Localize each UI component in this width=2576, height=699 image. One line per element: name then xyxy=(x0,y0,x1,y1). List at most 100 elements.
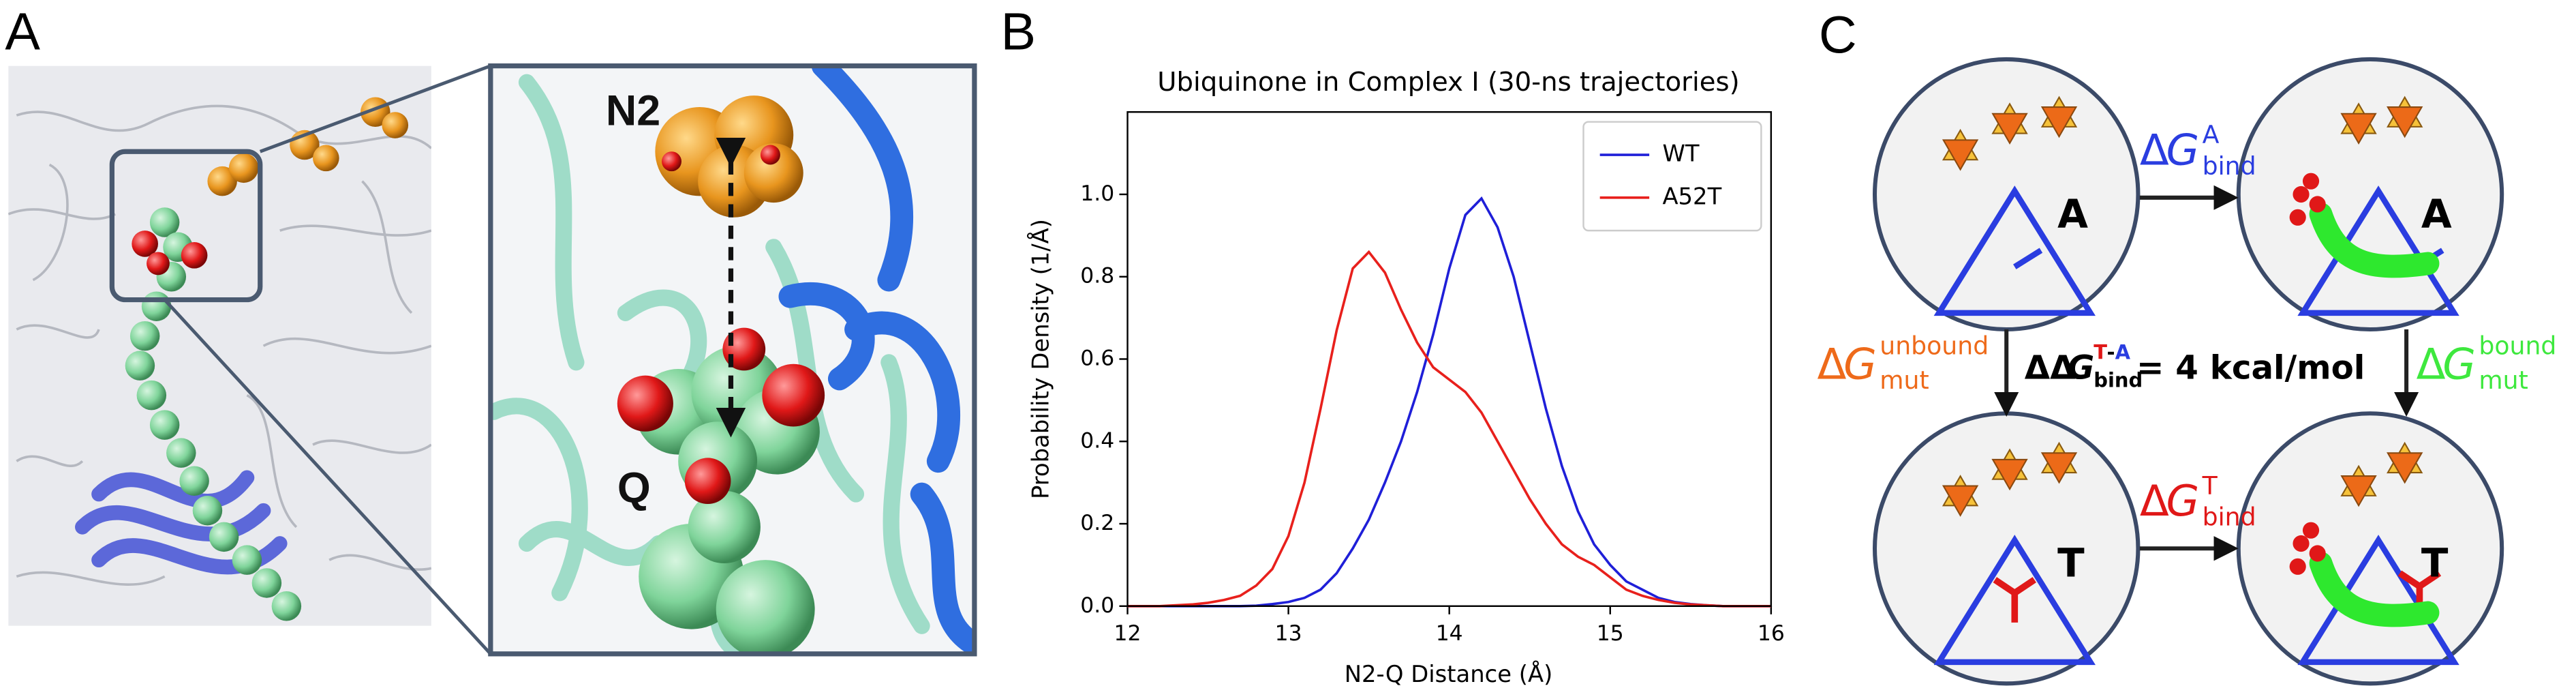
zoom-image-part-part xyxy=(617,375,673,432)
atom-label: N2 xyxy=(606,87,660,135)
edge-symbol: Δ xyxy=(2140,125,2169,175)
center-sub: bind xyxy=(2094,369,2143,392)
edge-sub: bind xyxy=(2203,502,2256,531)
x-tick-label: 16 xyxy=(1758,621,1785,646)
edge-label: Δ G T bind xyxy=(2140,471,2256,532)
y-tick-label: 0.0 xyxy=(1080,593,1114,618)
surface-image-part-part xyxy=(129,321,160,351)
zoom-image-part xyxy=(635,346,820,654)
zoom-image-part xyxy=(662,145,780,172)
center-text: = 4 kcal/mol xyxy=(2136,348,2365,387)
center-symbol: G xyxy=(2068,348,2095,387)
mutation-part xyxy=(1993,577,2036,623)
x-axis-label: N2-Q Distance (Å) xyxy=(1345,660,1553,687)
surface-image xyxy=(8,65,431,626)
edge-symbol: Δ xyxy=(2417,339,2446,389)
node-label: A xyxy=(2421,190,2452,237)
surface-image-part-part xyxy=(209,522,239,552)
data-line xyxy=(1127,250,1771,608)
y-tick-label: 0.2 xyxy=(1080,511,1114,535)
x-tick-label: 13 xyxy=(1275,621,1302,646)
edge-sup: bound xyxy=(2479,331,2556,360)
panel-b: B Ubiquinone in Complex I (30-ns traject… xyxy=(1001,2,1785,687)
legend-label: A52T xyxy=(1662,183,1721,209)
plot-frame xyxy=(1126,111,1773,607)
zoom-line xyxy=(163,298,492,655)
state-circle-part xyxy=(2236,57,2504,332)
surface-image-part-part xyxy=(207,166,237,196)
panel-label: C xyxy=(1819,5,1857,64)
state-circle-part xyxy=(1872,57,2141,332)
panel-label: A xyxy=(5,2,40,61)
bound-ligand-part-part xyxy=(2289,558,2306,575)
bound-ligand-part xyxy=(2309,552,2440,627)
surface-image-part-part xyxy=(313,145,339,172)
edge-symbol: Δ xyxy=(1817,339,1846,389)
bound-ligand xyxy=(2289,173,2440,627)
surface-image-part-part xyxy=(181,242,208,269)
y-tick-label: 0.6 xyxy=(1080,346,1114,371)
panel-c: C A A T T Δ G A bind Δ xyxy=(1817,5,2556,686)
zoom-line xyxy=(259,64,491,153)
legend-label: WT xyxy=(1662,140,1699,167)
surface-image-part-part xyxy=(147,252,170,276)
surface-image-part-part xyxy=(192,495,223,526)
edge-symbol: G xyxy=(2166,476,2199,526)
arrow xyxy=(1994,185,2419,561)
surface-image-part xyxy=(132,230,208,276)
edge-symbol: G xyxy=(2442,339,2476,389)
zoom-image-part-part xyxy=(662,151,682,172)
x-tick-label: 12 xyxy=(1114,621,1141,646)
edge-sup: A xyxy=(2203,120,2220,149)
bound-ligand-part-part xyxy=(2293,535,2310,552)
surface-image-part-part xyxy=(271,591,302,621)
zoom-image-part xyxy=(778,65,975,654)
zoom-image-part-part xyxy=(743,143,803,203)
y-tick-label: 0.4 xyxy=(1080,428,1114,453)
zoom-image-part-part xyxy=(688,490,761,563)
zoom-image xyxy=(490,65,975,654)
edge-label: Δ G unbound mut xyxy=(1817,331,1989,395)
legend-box xyxy=(1582,121,1762,232)
surface-image-part-part xyxy=(136,380,167,411)
y-tick-label: 1.0 xyxy=(1080,181,1114,206)
surface-image-part-part xyxy=(179,466,209,496)
center-symbol: ΔΔ xyxy=(2025,348,2076,387)
edge-sup: T xyxy=(2202,471,2218,501)
node-label: T xyxy=(2421,539,2449,586)
inset-box xyxy=(109,149,263,303)
surface-image-part-part xyxy=(382,112,409,138)
edge-symbol: G xyxy=(1843,339,1877,389)
zoom-image-part xyxy=(617,327,825,505)
edge-sup: unbound xyxy=(1880,331,1989,360)
surface-image-part xyxy=(8,104,431,586)
binding-site-part xyxy=(1933,185,2096,316)
surface-image-part-part xyxy=(166,438,196,468)
zoom-frame xyxy=(488,63,977,657)
zoom-image-part-part xyxy=(762,363,825,427)
data-line xyxy=(1127,196,1771,608)
surface-image-part-part xyxy=(149,410,180,440)
bound-ligand-part-part xyxy=(2309,196,2326,213)
zoom-image-part-part xyxy=(716,560,815,654)
binding-site-part xyxy=(1933,535,2096,666)
zoom-image-part-part xyxy=(684,458,731,505)
bound-ligand-part-part xyxy=(2302,522,2320,539)
zoom-image-part-part xyxy=(760,145,780,165)
surface-image-part-part xyxy=(149,207,180,237)
panel-a: A N2 Q xyxy=(5,2,977,657)
chart-title: Ubiquinone in Complex I (30-ns trajector… xyxy=(1157,67,1740,98)
surface-image-part xyxy=(125,207,302,621)
center-sup: T xyxy=(2094,341,2107,364)
edge-sub: bind xyxy=(2203,151,2256,181)
bound-ligand-part-part xyxy=(2302,173,2320,190)
y-axis-label: Probability Density (1/Å) xyxy=(1027,219,1054,499)
surface-image-part-part xyxy=(232,545,262,575)
edge-sub: mut xyxy=(2479,366,2528,395)
edge-symbol: Δ xyxy=(2140,476,2169,526)
bound-ligand-part xyxy=(2309,203,2440,278)
surface-image-part-part xyxy=(125,351,155,381)
